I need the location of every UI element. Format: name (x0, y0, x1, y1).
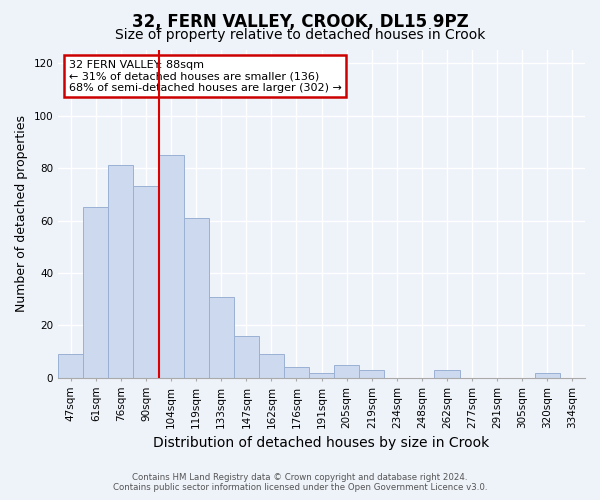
Text: 32, FERN VALLEY, CROOK, DL15 9PZ: 32, FERN VALLEY, CROOK, DL15 9PZ (131, 12, 469, 30)
Bar (58, 354, 83, 378)
Bar (158, 155, 184, 378)
Bar (334, 365, 359, 378)
Bar (83, 208, 109, 378)
Bar (309, 372, 334, 378)
Text: 32 FERN VALLEY: 88sqm
← 31% of detached houses are smaller (136)
68% of semi-det: 32 FERN VALLEY: 88sqm ← 31% of detached … (69, 60, 341, 93)
Y-axis label: Number of detached properties: Number of detached properties (15, 116, 28, 312)
Bar (259, 354, 284, 378)
Bar (133, 186, 158, 378)
X-axis label: Distribution of detached houses by size in Crook: Distribution of detached houses by size … (154, 436, 490, 450)
Bar (535, 372, 560, 378)
Bar (109, 166, 133, 378)
Text: Size of property relative to detached houses in Crook: Size of property relative to detached ho… (115, 28, 485, 42)
Bar (434, 370, 460, 378)
Bar (184, 218, 209, 378)
Bar (359, 370, 385, 378)
Bar (284, 368, 309, 378)
Bar (209, 296, 234, 378)
Text: Contains HM Land Registry data © Crown copyright and database right 2024.
Contai: Contains HM Land Registry data © Crown c… (113, 473, 487, 492)
Bar (234, 336, 259, 378)
